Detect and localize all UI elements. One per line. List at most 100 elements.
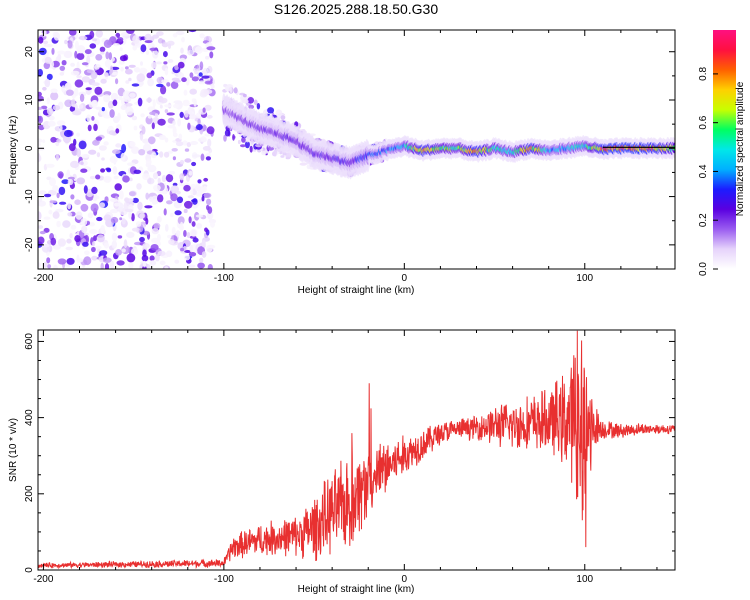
heatmap-cell xyxy=(175,30,185,36)
heatmap-cell xyxy=(64,83,70,89)
heatmap-cell xyxy=(99,202,106,209)
heatmap-cell xyxy=(56,138,62,143)
heatmap-cell xyxy=(178,133,183,140)
heatmap-cell xyxy=(128,191,136,197)
heatmap-cell xyxy=(68,143,76,152)
heatmap-cell xyxy=(180,47,184,54)
heatmap-cell xyxy=(100,78,107,84)
heatmap-cell xyxy=(192,198,198,205)
snr-y-tick-label: 0 xyxy=(24,567,35,573)
heatmap-cell xyxy=(115,32,121,38)
heatmap-cell xyxy=(140,61,143,66)
heatmap-cell xyxy=(87,124,92,132)
heatmap-cell xyxy=(105,51,110,60)
heatmap-cell xyxy=(152,200,157,205)
snr-y-tick-label: 600 xyxy=(24,333,35,350)
heatmap-cell xyxy=(80,161,84,165)
heatmap-cell xyxy=(147,78,155,87)
heatmap-cell xyxy=(109,260,115,269)
heatmap-cell xyxy=(189,88,197,95)
heatmap-cell xyxy=(174,210,182,216)
heatmap-cell xyxy=(76,132,80,137)
heatmap-cell xyxy=(70,224,77,230)
heatmap-cell xyxy=(167,59,174,63)
spectrogram-x-tick-label: 100 xyxy=(576,273,593,284)
heatmap-cell xyxy=(63,50,73,59)
heatmap-cell xyxy=(164,109,169,114)
heatmap-cell xyxy=(89,43,97,49)
heatmap-cell xyxy=(210,221,215,228)
heatmap-cell xyxy=(158,134,166,140)
heatmap-cell xyxy=(262,150,270,154)
heatmap-cell xyxy=(181,77,187,83)
heatmap-cell xyxy=(280,115,286,120)
heatmap-cell xyxy=(83,232,89,236)
chart-title: S126.2025.288.18.50.G30 xyxy=(274,1,438,17)
heatmap-cell xyxy=(181,36,185,43)
heatmap-cell xyxy=(177,216,185,225)
heatmap-cell xyxy=(175,230,181,237)
heatmap-cell xyxy=(69,233,73,239)
heatmap-cell xyxy=(89,222,95,227)
heatmap-cell xyxy=(59,201,67,205)
heatmap-cell xyxy=(196,223,203,229)
heatmap-cell xyxy=(66,238,72,244)
snr-frame xyxy=(37,329,676,571)
heatmap-cell xyxy=(188,170,193,176)
heatmap-cell xyxy=(159,151,164,158)
heatmap-cell xyxy=(203,192,212,199)
heatmap-cell xyxy=(203,89,213,95)
heatmap-cell xyxy=(160,85,167,95)
heatmap-cell xyxy=(136,183,142,190)
heatmap-cell xyxy=(119,47,123,52)
heatmap-cell xyxy=(64,99,73,108)
heatmap-cell xyxy=(137,97,143,107)
heatmap-cell xyxy=(151,61,157,69)
heatmap-cell xyxy=(38,106,43,111)
heatmap-cell xyxy=(120,32,130,37)
heatmap-cell xyxy=(118,96,123,101)
heatmap-cell xyxy=(124,197,130,203)
heatmap-cell xyxy=(78,140,87,150)
heatmap-cell xyxy=(138,81,144,86)
heatmap-cell xyxy=(184,200,193,209)
heatmap-cell xyxy=(131,115,138,121)
heatmap-cell xyxy=(184,158,192,163)
heatmap-cell xyxy=(185,77,190,86)
heatmap-cell xyxy=(42,40,49,45)
heatmap-cell xyxy=(38,153,41,162)
heatmap-cell xyxy=(106,168,112,173)
snr-y-axis-label: SNR (10 * v/v) xyxy=(8,418,19,482)
heatmap-cell xyxy=(132,35,140,44)
heatmap-cell xyxy=(232,134,235,141)
heatmap-cell xyxy=(74,40,79,50)
heatmap-cell xyxy=(120,152,126,161)
spectrogram-y-tick-label: -10 xyxy=(24,189,35,204)
spectrogram-y-tick-label: -20 xyxy=(24,237,35,252)
heatmap-cell xyxy=(127,162,136,167)
heatmap-cell xyxy=(46,257,51,264)
heatmap-cell xyxy=(135,221,142,227)
heatmap-cell xyxy=(111,71,118,76)
heatmap-cell xyxy=(157,118,166,126)
heatmap-cell xyxy=(120,67,124,72)
heatmap-cell xyxy=(92,197,97,202)
heatmap-cell xyxy=(204,104,212,111)
heatmap-cell xyxy=(59,65,66,71)
heatmap-cell xyxy=(253,99,258,106)
heatmap-cell xyxy=(52,211,60,219)
heatmap-cell xyxy=(129,177,133,182)
heatmap-cell xyxy=(121,218,126,225)
heatmap-cell xyxy=(150,244,159,251)
heatmap-cell xyxy=(183,255,191,261)
snr-series-line xyxy=(38,330,675,570)
heatmap-cell xyxy=(48,209,53,215)
colorbar-ticks: 0.0 0.2 0.4 0.6 0.8 xyxy=(698,67,718,276)
heatmap-cell xyxy=(38,262,42,268)
heatmap-cell xyxy=(92,241,96,247)
heatmap-cell xyxy=(248,104,255,109)
heatmap-cell xyxy=(114,183,122,191)
heatmap-cell xyxy=(95,245,102,250)
heatmap-cell xyxy=(70,160,79,168)
heatmap-cell xyxy=(47,120,56,127)
